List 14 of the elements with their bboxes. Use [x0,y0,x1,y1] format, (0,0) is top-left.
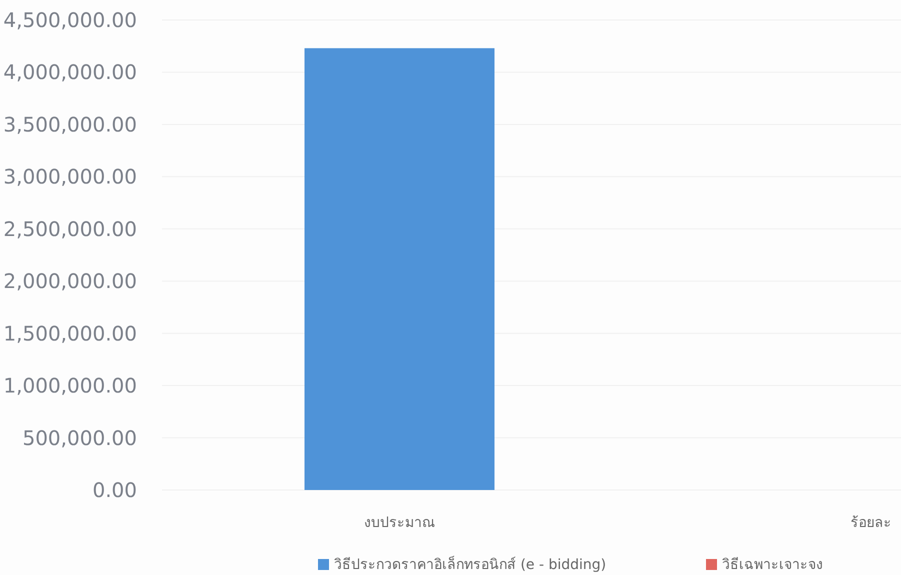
y-tick-label: 2,000,000.00 [3,269,137,294]
y-tick-label: 0.00 [92,478,137,502]
y-tick-label: 4,500,000.00 [3,8,137,32]
y-tick-label: 2,500,000.00 [3,216,137,241]
x-tick-label: งบประมาณ [364,515,435,531]
y-tick-label: 3,000,000.00 [3,164,137,189]
y-tick-label: 1,500,000.00 [3,321,137,346]
legend-label: วิธีเฉพาะเจาะจง [722,557,823,573]
y-tick-label: 3,500,000.00 [3,112,137,136]
legend-label: วิธีประกวดราคาอิเล็กทรอนิกส์ (e - bidding) [334,555,606,573]
y-tick-label: 500,000.00 [22,426,137,450]
y-tick-label: 1,000,000.00 [3,374,137,398]
x-tick-label: ร้อยละ [850,515,892,531]
y-tick-label: 4,000,000.00 [3,60,137,84]
